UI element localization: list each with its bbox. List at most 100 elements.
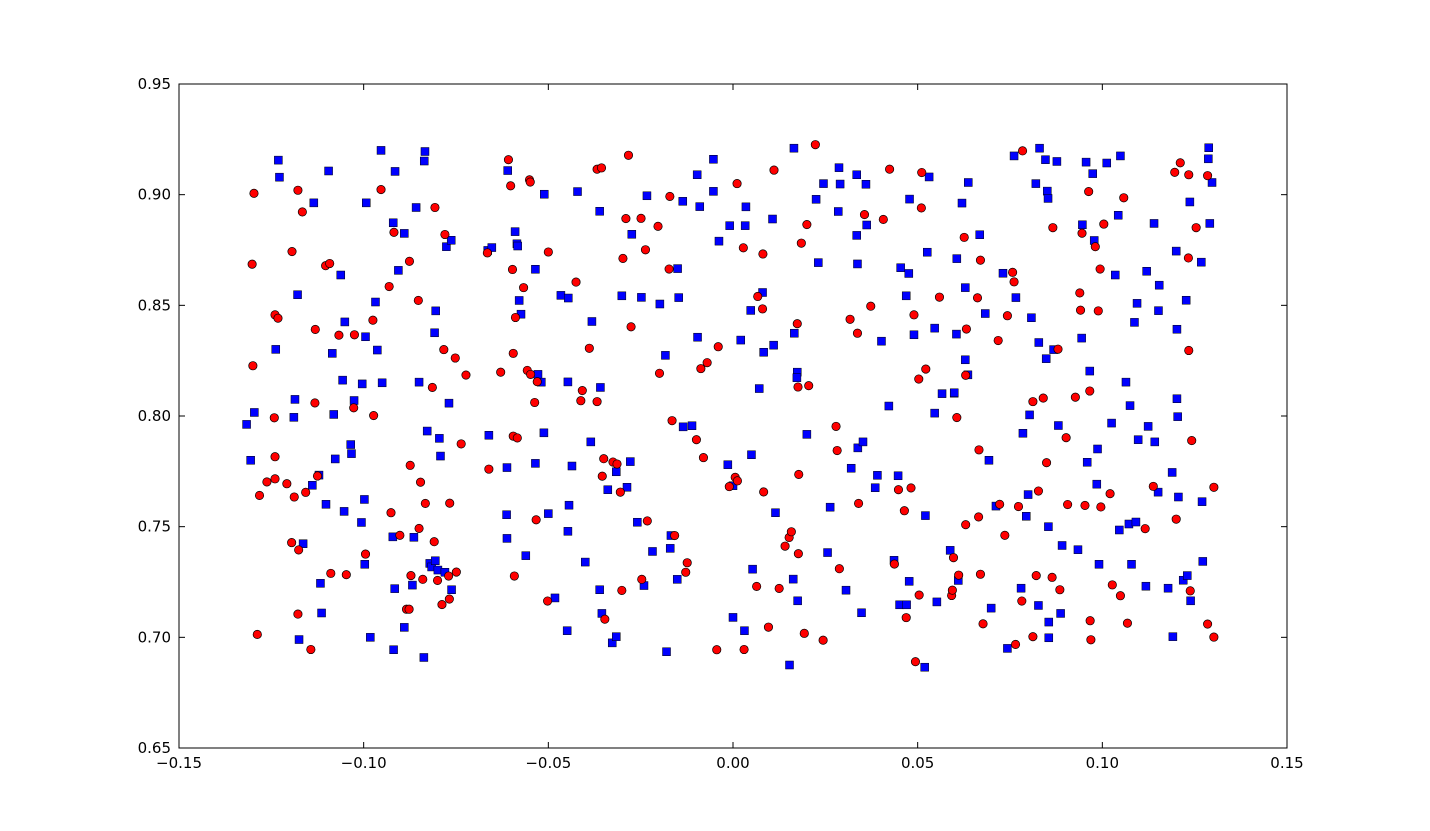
blue-square-point (788, 574, 798, 584)
red-circle-point (270, 474, 280, 484)
blue-square-point (414, 377, 424, 387)
blue-square-point (521, 551, 531, 560)
blue-square-point (581, 557, 590, 567)
blue-square-point (769, 340, 778, 350)
blue-square-point (308, 481, 317, 490)
blue-square-point (975, 230, 984, 239)
red-circle-point (738, 243, 748, 253)
blue-square-point (984, 456, 994, 465)
blue-square-point (693, 332, 702, 342)
blue-square-point (673, 264, 682, 273)
red-circle-point (794, 469, 804, 479)
blue-square-point (1172, 324, 1182, 334)
red-circle-point (802, 219, 812, 230)
red-circle-point (1140, 524, 1150, 534)
red-circle-point (910, 657, 921, 667)
blue-square-point (294, 635, 304, 644)
blue-square-point (1132, 299, 1142, 308)
blue-square-point (709, 187, 718, 196)
blue-square-point (1094, 560, 1104, 569)
red-circle-point (273, 313, 283, 323)
red-circle-point (430, 202, 440, 213)
blue-square-point (1085, 366, 1095, 376)
blue-square-point (1183, 571, 1192, 580)
blue-square-point (622, 483, 632, 492)
blue-square-point (1082, 458, 1092, 467)
red-circle-point (1183, 253, 1193, 263)
blue-square-point (1027, 313, 1036, 322)
red-circle-point (512, 433, 522, 443)
blue-square-point (1154, 280, 1164, 290)
blue-square-point (858, 437, 868, 447)
red-circle-point (959, 232, 969, 242)
red-circle-point (1038, 393, 1048, 403)
blue-square-point (1207, 178, 1217, 187)
red-circle-point (1184, 170, 1194, 180)
red-circle-point (961, 520, 971, 530)
blue-square-point (1150, 437, 1160, 447)
blue-square-point (487, 243, 497, 252)
blue-square-point (1142, 266, 1151, 276)
blue-square-point (1044, 617, 1054, 627)
red-circle-point (1077, 228, 1087, 238)
blue-square-point (902, 600, 911, 610)
red-circle-point (670, 530, 680, 541)
red-circle-point (899, 506, 909, 516)
red-circle-point (763, 622, 774, 632)
red-circle-point (301, 487, 311, 497)
blue-square-point (1171, 246, 1181, 256)
blue-square-point (242, 420, 251, 429)
blue-square-point (289, 413, 299, 422)
blue-square-point (771, 508, 780, 517)
blue-square-point (852, 231, 861, 240)
red-circle-point (571, 277, 581, 287)
blue-square-point (793, 596, 802, 606)
red-circle-point (531, 515, 541, 525)
red-circle-point (804, 381, 814, 391)
blue-square-point (400, 623, 409, 632)
red-circle-point (681, 567, 691, 577)
blue-square-point (435, 434, 444, 443)
red-circle-point (1063, 499, 1073, 510)
red-circle-point (506, 181, 516, 191)
red-circle-point (1031, 571, 1041, 581)
red-circle-point (1093, 306, 1103, 316)
red-circle-point (1042, 458, 1052, 468)
red-circle-point (254, 490, 265, 501)
blue-square-point (952, 329, 961, 339)
red-circle-point (1148, 481, 1158, 491)
blue-square-point (687, 421, 697, 430)
red-circle-point (596, 163, 607, 173)
red-circle-point (444, 594, 454, 604)
red-circle-point (297, 207, 307, 217)
blue-square-point (768, 214, 777, 224)
red-circle-point (418, 574, 428, 584)
red-circle-point (961, 324, 971, 334)
red-circle-point (584, 343, 594, 353)
blue-square-point (964, 178, 973, 187)
red-circle-point (637, 574, 647, 584)
red-circle-point (653, 221, 663, 231)
blue-square-point (662, 647, 671, 656)
red-circle-point (577, 385, 587, 396)
blue-square-point (873, 471, 882, 480)
blue-square-point (431, 556, 440, 566)
red-circle-point (289, 492, 299, 502)
blue-square-point (360, 495, 369, 504)
red-circle-point (612, 459, 622, 469)
red-circle-point (432, 575, 443, 586)
red-circle-point (293, 185, 303, 195)
blue-square-point (709, 155, 718, 164)
red-circle-point (597, 471, 607, 481)
blue-square-point (357, 518, 366, 527)
blue-square-point (920, 662, 929, 672)
blue-square-point (361, 332, 370, 342)
red-circle-point (974, 512, 984, 522)
blue-square-point (1093, 444, 1102, 454)
blue-square-point (394, 266, 403, 275)
blue-square-point (1022, 512, 1031, 521)
red-circle-point (796, 238, 806, 248)
red-circle-point (1122, 618, 1132, 628)
blue-square-point (390, 167, 400, 176)
red-circle-point (691, 435, 701, 445)
